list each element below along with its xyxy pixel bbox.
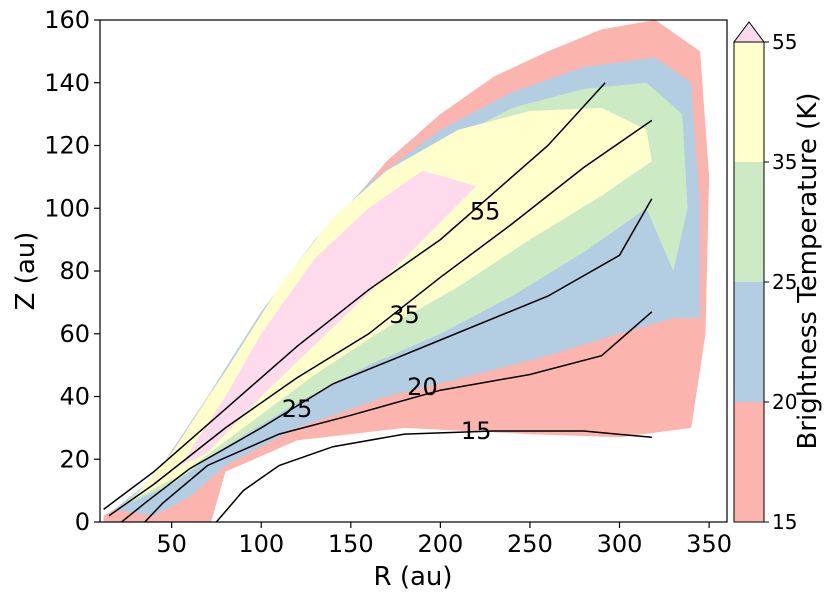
colorbar-tick-label: 35: [772, 150, 797, 174]
colorbar-label: Brightness Temperature (K): [793, 92, 823, 449]
contour-line-25: [121, 198, 653, 523]
y-tick-label: 0: [75, 508, 90, 536]
contour-label-25: 25: [282, 395, 313, 423]
colorbar: 15 20 25 35 55: [733, 21, 797, 534]
contour-line-15: [215, 430, 652, 523]
y-tick-label: 100: [44, 194, 90, 222]
colorbar-tick-label: 55: [772, 30, 797, 54]
x-axis-ticks: 50 100 150 200 250 300 350: [156, 522, 732, 558]
x-tick-label: 150: [328, 530, 374, 558]
y-axis-label: Z (au): [11, 232, 41, 311]
colorbar-segment-3: [734, 42, 764, 162]
colorbar-extend-arrow: [733, 21, 765, 43]
y-tick-label: 40: [59, 383, 90, 411]
colorbar-segment-0: [734, 402, 764, 522]
y-tick-label: 160: [44, 6, 90, 34]
contour-line-35: [108, 119, 653, 517]
contour-line-20: [144, 311, 653, 523]
contour-label-20: 20: [407, 373, 438, 401]
filled-contours: [103, 20, 710, 522]
x-tick-label: 200: [417, 530, 463, 558]
colorbar-segment-2: [734, 162, 764, 282]
contour-label-55: 55: [470, 197, 501, 225]
x-tick-label: 100: [238, 530, 284, 558]
y-tick-label: 20: [59, 445, 90, 473]
y-axis-ticks: 0 20 40 60 80 100 120 140 160: [44, 6, 100, 536]
x-tick-label: 350: [686, 530, 732, 558]
y-tick-label: 60: [59, 320, 90, 348]
contour-line-55: [103, 82, 606, 510]
x-axis-label: R (au): [373, 562, 452, 592]
colorbar-tick-label: 25: [772, 270, 797, 294]
x-tick-label: 250: [507, 530, 553, 558]
x-tick-label: 300: [597, 530, 643, 558]
contour-labels: 15 20 25 35 55: [282, 197, 501, 445]
y-tick-label: 120: [44, 132, 90, 160]
contour-label-15: 15: [461, 417, 492, 445]
colorbar-segment-1: [734, 282, 764, 402]
y-tick-label: 140: [44, 69, 90, 97]
y-tick-label: 80: [59, 257, 90, 285]
contour-lines: [103, 82, 653, 523]
colorbar-tick-label: 20: [772, 390, 797, 414]
filled-region-4: [180, 170, 477, 466]
contour-label-35: 35: [389, 301, 420, 329]
x-tick-label: 50: [156, 530, 187, 558]
colorbar-tick-label: 15: [772, 510, 797, 534]
